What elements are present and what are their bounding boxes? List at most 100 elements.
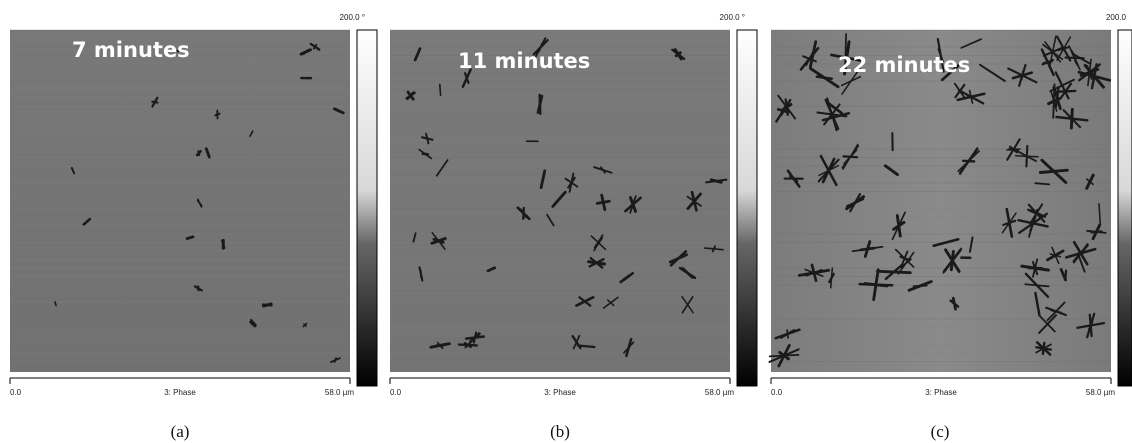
crystal <box>951 296 957 311</box>
crystal <box>789 174 799 183</box>
crystal <box>979 63 1006 82</box>
crystal <box>940 63 961 82</box>
crystal <box>1086 312 1096 339</box>
crystal <box>436 341 444 350</box>
crystal <box>406 90 415 101</box>
crystal <box>1050 90 1058 112</box>
crystal <box>421 152 430 156</box>
caption: (a) <box>171 422 190 441</box>
crystal <box>872 268 880 302</box>
crystal <box>464 341 472 349</box>
crystal <box>1016 150 1037 162</box>
crystal <box>1057 46 1071 52</box>
crystal <box>413 47 422 62</box>
caption: (b) <box>550 422 570 441</box>
crystal <box>804 268 824 277</box>
crystal <box>768 353 800 358</box>
crystal <box>435 159 449 177</box>
crystal <box>1006 138 1021 161</box>
crystal <box>1042 60 1053 64</box>
crystal <box>302 49 309 55</box>
crystal <box>578 296 592 307</box>
axis-end: 58.0 µm <box>1086 388 1115 397</box>
crystal <box>817 158 840 183</box>
crystal <box>1034 182 1051 186</box>
axis-end: 58.0 µm <box>705 388 734 397</box>
crystal <box>438 83 442 97</box>
crystal <box>519 208 528 219</box>
crystal <box>472 331 478 344</box>
axis-start: 0.0 <box>771 388 783 397</box>
time-label: 11 minutes <box>458 49 590 73</box>
axis-title: 3: Phase <box>164 388 196 397</box>
crystal <box>463 72 470 85</box>
crystal <box>907 280 933 292</box>
crystal <box>809 67 840 89</box>
afm-image <box>390 30 730 372</box>
crystal <box>176 48 183 53</box>
crystal <box>678 266 697 280</box>
crystal <box>1073 53 1091 65</box>
crystal <box>185 235 195 240</box>
crystal <box>214 112 221 117</box>
crystal <box>589 256 604 269</box>
crystal <box>551 190 567 208</box>
crystal <box>937 48 944 63</box>
crystal <box>843 40 851 76</box>
crystal <box>312 43 318 50</box>
crystal <box>221 239 226 250</box>
crystal <box>196 199 203 207</box>
crystal <box>799 46 820 71</box>
crystal <box>1083 63 1105 89</box>
crystal <box>1034 291 1041 317</box>
crystal <box>840 75 862 87</box>
scale-max: 200.0 ° <box>720 13 745 22</box>
crystal <box>82 217 92 226</box>
scale-max: 200.0 ° <box>340 13 365 22</box>
crystal <box>249 320 257 328</box>
crystal <box>1038 314 1058 334</box>
color-bar <box>356 29 378 387</box>
axis-title: 3: Phase <box>544 388 576 397</box>
crystal <box>564 177 579 188</box>
crystal <box>303 323 307 327</box>
crystal <box>1091 223 1102 241</box>
crystal <box>420 136 434 141</box>
time-label: 7 minutes <box>72 38 190 62</box>
crystal <box>851 245 884 253</box>
crystal <box>54 301 57 307</box>
axis-end: 58.0 µm <box>325 388 354 397</box>
crystal <box>1072 243 1089 264</box>
panel: 22 minutes 200.0 0.0 3: Phase 58.0 µm (c) <box>768 13 1132 441</box>
axis-start: 0.0 <box>390 388 402 397</box>
crystal <box>956 92 986 102</box>
crystal <box>849 193 862 213</box>
crystal <box>883 164 899 177</box>
crystal <box>1024 272 1050 299</box>
crystal <box>1064 269 1068 281</box>
crystal <box>333 357 338 363</box>
crystal <box>1069 107 1074 130</box>
crystal <box>204 147 211 159</box>
afm-image <box>10 30 350 372</box>
scale-max: 200.0 <box>1106 13 1127 22</box>
crystal <box>197 150 201 157</box>
crystal <box>823 103 841 126</box>
time-label: 22 minutes <box>838 53 970 77</box>
caption: (c) <box>931 422 950 441</box>
crystal <box>968 236 974 253</box>
crystal <box>703 247 724 251</box>
crystal <box>261 303 273 307</box>
panel: 11 minutes 200.0 ° 0.0 3: Phase 58.0 µm (b) <box>389 13 758 441</box>
crystal <box>709 178 723 184</box>
crystal <box>539 169 547 190</box>
crystal <box>671 48 686 60</box>
crystal <box>432 237 445 244</box>
crystal <box>786 329 789 339</box>
crystal <box>1086 178 1094 186</box>
axis-start: 0.0 <box>10 388 22 397</box>
crystal <box>1050 308 1063 314</box>
crystal <box>332 107 345 115</box>
crystal <box>960 38 982 49</box>
